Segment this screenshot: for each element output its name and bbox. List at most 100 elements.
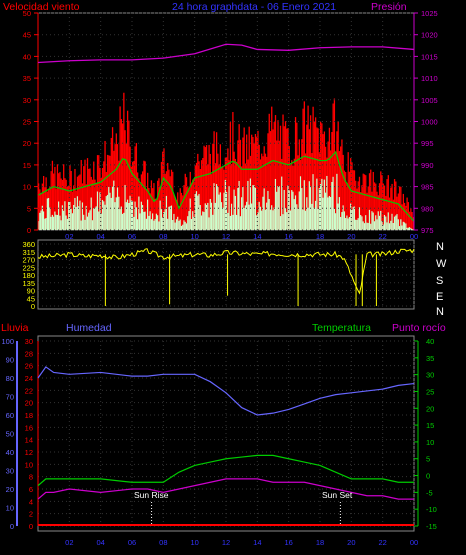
wind-x-tick: 04 <box>96 232 104 241</box>
rain-y-tick: 4 <box>29 497 33 506</box>
pressure-y-tick: 990 <box>421 161 434 170</box>
wind-x-tick: 02 <box>65 232 73 241</box>
wind-y-tick: 45 <box>23 31 31 40</box>
wind-series <box>37 92 415 230</box>
humidity-y-tick: 40 <box>6 448 14 457</box>
climate-x-tick: 02 <box>65 538 73 547</box>
rain-y-tick: 2 <box>29 510 33 519</box>
wind-y-tick: 0 <box>27 226 31 235</box>
dir-y-tick: 360 <box>22 240 35 249</box>
pressure-y-tick: 1005 <box>421 96 438 105</box>
pressure-y-tick: 1000 <box>421 118 438 127</box>
temp-y-tick: 40 <box>426 337 434 346</box>
rain-y-tick: 18 <box>25 411 33 420</box>
wind-y-tick: 30 <box>23 96 31 105</box>
rain-y-tick: 30 <box>25 337 33 346</box>
humidity-y-tick: 30 <box>6 467 14 476</box>
direction-line <box>37 248 415 295</box>
compass-w: W <box>436 258 447 270</box>
temperature-label: Temperatura <box>312 322 371 334</box>
wind-x-tick: 06 <box>128 232 136 241</box>
dir-y-tick: 180 <box>22 271 35 280</box>
dir-y-tick: 90 <box>27 287 35 296</box>
humidity-y-tick: 0 <box>10 522 14 531</box>
series-lines <box>16 13 419 526</box>
humidity-y-tick: 100 <box>1 337 14 346</box>
rain-y-tick: 24 <box>25 374 33 383</box>
wind-x-tick: 08 <box>159 232 167 241</box>
pressure-label: Presión <box>371 1 407 13</box>
humidity-line <box>37 366 415 416</box>
humidity-y-tick: 90 <box>6 356 14 365</box>
rain-y-tick: 16 <box>25 423 33 432</box>
climate-x-tick: 16 <box>284 538 292 547</box>
rain-y-tick: 26 <box>25 362 33 371</box>
pressure-y-tick: 975 <box>421 226 434 235</box>
temp-y-tick: 0 <box>426 472 430 481</box>
wind-x-tick: 22 <box>378 232 386 241</box>
temp-y-tick: 10 <box>426 438 434 447</box>
temp-y-tick: 5 <box>426 455 430 464</box>
wind-y-tick: 50 <box>23 9 31 18</box>
wind-x-tick: 00 <box>410 232 418 241</box>
sunrise-label: Sun Rise <box>134 490 169 500</box>
temp-y-tick: 15 <box>426 421 434 430</box>
wind-x-tick: 14 <box>253 232 261 241</box>
wind-x-tick: 12 <box>222 232 230 241</box>
pressure-y-tick: 1025 <box>421 9 438 18</box>
rain-y-tick: 28 <box>25 349 33 358</box>
compass-e: E <box>436 291 443 303</box>
chart-title: 24 hora graphdata - 06 Enero 2021 <box>172 1 336 13</box>
rain-y-tick: 22 <box>25 386 33 395</box>
humidity-y-tick: 60 <box>6 411 14 420</box>
wind-y-tick: 15 <box>23 161 31 170</box>
climate-x-tick: 06 <box>128 538 136 547</box>
wind-avg-line <box>37 150 415 222</box>
pressure-y-tick: 1020 <box>421 31 438 40</box>
humidity-y-tick: 50 <box>6 430 14 439</box>
pressure-line <box>37 43 415 64</box>
temp-y-tick: -15 <box>426 522 437 531</box>
temp-y-tick: 35 <box>426 354 434 363</box>
wind-x-tick: 18 <box>316 232 324 241</box>
pressure-y-tick: 1015 <box>421 52 438 61</box>
climate-x-tick: 00 <box>410 538 418 547</box>
wind-y-tick: 40 <box>23 52 31 61</box>
humidity-label: Humedad <box>66 322 112 334</box>
wind-y-tick: 35 <box>23 74 31 83</box>
climate-x-tick: 12 <box>222 538 230 547</box>
temperature-line <box>37 454 414 487</box>
humidity-y-tick: 10 <box>6 504 14 513</box>
humidity-y-tick: 80 <box>6 374 14 383</box>
wind-speed-label: Velocidad viento <box>3 1 80 13</box>
temp-y-tick: 25 <box>426 387 434 396</box>
rain-y-tick: 20 <box>25 399 33 408</box>
rain-y-tick: 6 <box>29 485 33 494</box>
grid-lines <box>34 12 418 527</box>
humidity-y-tick: 20 <box>6 485 14 494</box>
rain-y-tick: 8 <box>29 473 33 482</box>
rain-y-tick: 14 <box>25 436 33 445</box>
rain-y-tick: 0 <box>29 522 33 531</box>
climate-x-tick: 22 <box>378 538 386 547</box>
pressure-y-tick: 995 <box>421 139 434 148</box>
sunset-label: Sun Set <box>322 490 353 500</box>
temp-y-tick: 20 <box>426 404 434 413</box>
wind-y-tick: 20 <box>23 139 31 148</box>
pressure-y-tick: 1010 <box>421 74 438 83</box>
wind-y-tick: 25 <box>23 118 31 127</box>
rain-y-tick: 10 <box>25 460 33 469</box>
dir-y-tick: 0 <box>31 302 35 311</box>
temp-y-tick: -10 <box>426 505 437 514</box>
climate-x-tick: 04 <box>96 538 104 547</box>
climate-x-tick: 20 <box>347 538 355 547</box>
climate-x-tick: 10 <box>190 538 198 547</box>
compass-n-bottom: N <box>436 306 444 318</box>
wind-x-tick: 10 <box>190 232 198 241</box>
tick-labels: 0510152025303540455097598098599099510001… <box>1 9 437 547</box>
wind-x-tick: 20 <box>347 232 355 241</box>
dewpoint-label: Punto rocío <box>392 322 446 334</box>
pressure-y-tick: 980 <box>421 204 434 213</box>
wind-y-tick: 5 <box>27 204 31 213</box>
